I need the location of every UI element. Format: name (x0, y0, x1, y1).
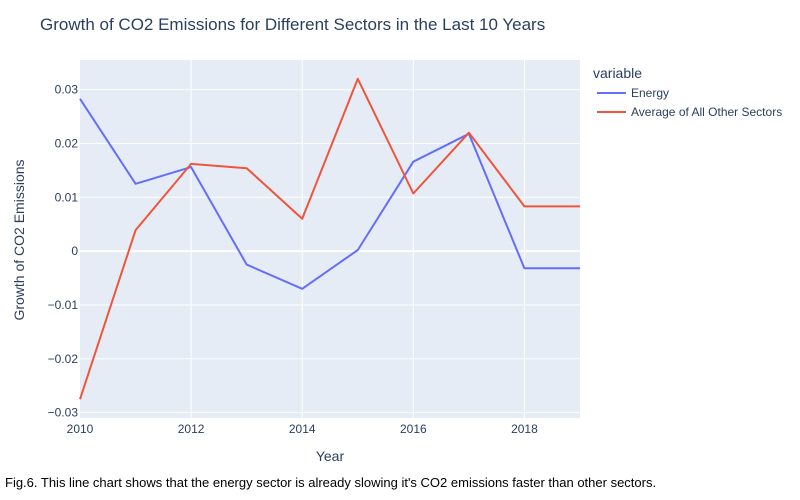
figure-caption: Fig.6. This line chart shows that the en… (5, 475, 657, 490)
y-tick-label: −0.01 (48, 298, 79, 312)
legend-item-label: Energy (631, 86, 669, 100)
y-tick-label: 0.03 (55, 83, 79, 97)
y-tick-label: 0.02 (55, 136, 79, 150)
plot-background (80, 60, 580, 418)
x-tick-label: 2018 (511, 422, 538, 436)
chart-title: Growth of CO2 Emissions for Different Se… (40, 15, 545, 34)
x-axis-label: Year (316, 448, 345, 464)
x-tick-label: 2012 (178, 422, 205, 436)
legend-title: variable (593, 65, 642, 81)
x-tick-label: 2014 (289, 422, 316, 436)
x-tick-label: 2010 (67, 422, 94, 436)
y-tick-label: −0.03 (48, 406, 79, 420)
y-axis-label: Growth of CO2 Emissions (11, 159, 27, 320)
y-tick-label: 0.01 (55, 190, 79, 204)
series-line-energy (79, 98, 580, 290)
y-tick-label: −0.02 (48, 352, 79, 366)
legend-item-label: Average of All Other Sectors (631, 105, 782, 119)
y-tick-label: 0 (71, 244, 78, 258)
series-line-average-of-all-other-sectors (79, 77, 580, 400)
x-tick-label: 2016 (400, 422, 427, 436)
